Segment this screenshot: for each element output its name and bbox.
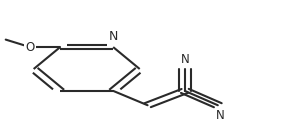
Text: N: N — [109, 30, 118, 43]
Text: N: N — [181, 53, 189, 66]
Text: O: O — [25, 41, 35, 54]
Text: N: N — [216, 109, 225, 122]
